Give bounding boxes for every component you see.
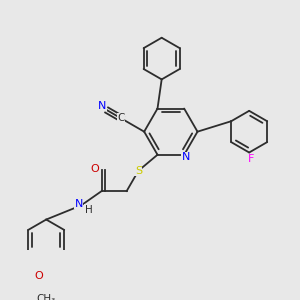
Text: O: O: [34, 271, 43, 281]
Text: F: F: [248, 154, 254, 164]
Text: N: N: [182, 152, 190, 162]
Text: N: N: [98, 101, 107, 111]
Text: H: H: [85, 205, 93, 214]
Text: S: S: [135, 166, 142, 176]
Text: O: O: [91, 164, 99, 173]
Text: C: C: [117, 113, 124, 123]
Text: CH₃: CH₃: [37, 294, 56, 300]
Text: N: N: [74, 199, 83, 209]
